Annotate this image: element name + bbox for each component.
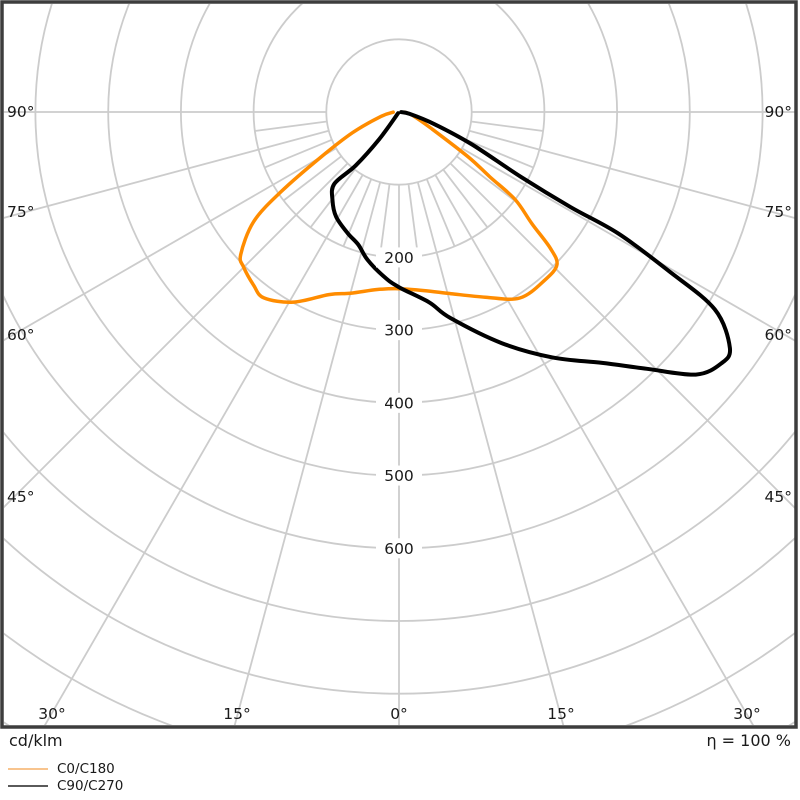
grid-ring xyxy=(4,430,795,622)
grid-spoke-minor xyxy=(470,120,544,132)
grid-spoke-minor xyxy=(283,155,342,202)
radial-tick-label: 500 xyxy=(384,467,414,485)
units-label: cd/klm xyxy=(9,731,63,750)
grid-spoke-minor xyxy=(379,183,391,257)
grid-spoke-minor xyxy=(407,183,419,257)
grid-spoke-major xyxy=(4,162,349,509)
grid-spoke-major xyxy=(4,129,330,219)
legend: C0/C180 C90/C270 xyxy=(8,760,123,794)
angle-label-right: 75° xyxy=(765,203,792,221)
legend-label-c90-c270: C90/C270 xyxy=(57,777,124,794)
efficiency-label: η = 100 % xyxy=(706,731,791,750)
curve-c90-c270 xyxy=(329,110,733,377)
legend-item-c0-c180: C0/C180 xyxy=(8,760,123,777)
grid-spoke-major xyxy=(4,147,337,342)
radial-tick-bg xyxy=(376,465,422,486)
grid-spoke-minor xyxy=(342,178,373,247)
polar-grid xyxy=(4,4,795,725)
radial-tick-bg xyxy=(376,392,422,413)
angle-label-bottom: 15° xyxy=(223,705,250,723)
radial-tick-bg xyxy=(376,320,422,341)
footer-row: cd/klm η = 100 % xyxy=(0,731,800,750)
curves xyxy=(238,110,733,377)
angle-label-left: 90° xyxy=(7,103,34,121)
radial-tick-labels: 200 300 400 500 600 xyxy=(376,247,422,559)
plot-frame xyxy=(0,0,798,729)
angle-label-bottom: 0° xyxy=(390,705,408,723)
angle-label-right: 60° xyxy=(765,326,792,344)
radial-tick-bg xyxy=(376,538,422,559)
grid-spoke-minor xyxy=(425,178,456,247)
legend-item-c90-c270: C90/C270 xyxy=(8,777,123,794)
grid-spoke-minor xyxy=(465,138,534,169)
angle-label-right: 90° xyxy=(765,103,792,121)
grid-spoke-minor xyxy=(442,169,489,228)
grid-spoke-major xyxy=(434,174,755,725)
angle-label-left: 60° xyxy=(7,326,34,344)
grid-spoke-minor xyxy=(264,138,333,169)
grid-spoke-major xyxy=(233,181,382,725)
radial-tick-label: 600 xyxy=(384,540,414,558)
radial-tick-bg xyxy=(376,247,422,268)
grid-spoke-major xyxy=(43,174,364,725)
grid-spoke-minor xyxy=(456,155,515,202)
radial-tick-label: 300 xyxy=(384,322,414,340)
legend-label-c0-c180: C0/C180 xyxy=(57,760,115,777)
grid-spoke-major xyxy=(449,162,795,510)
legend-line-c0-c180-icon xyxy=(8,767,48,770)
angle-label-bottom: 15° xyxy=(547,705,574,723)
angle-label-right: 45° xyxy=(765,488,792,506)
legend-line-c90-c270-icon xyxy=(8,784,48,787)
angle-label-left: 45° xyxy=(7,488,34,506)
angle-label-left: 75° xyxy=(7,203,34,221)
angle-label-bottom: 30° xyxy=(38,705,65,723)
radial-tick-label: 400 xyxy=(384,394,414,412)
grid-spoke-major xyxy=(468,129,795,220)
grid-spoke-minor xyxy=(254,120,328,132)
polar-chart: 200 300 400 500 600 90° 90° 75° 75° 60° 60° 45° 45° 3… xyxy=(0,0,798,729)
angle-labels: 90° 90° 75° 75° 60° 60° 45° 45° 30° 15° 0° 15° 30° xyxy=(7,103,792,723)
radial-tick-label: 200 xyxy=(384,249,414,267)
grid-ring xyxy=(4,536,795,695)
angle-label-bottom: 30° xyxy=(733,705,760,723)
grid-spoke-major xyxy=(416,181,565,725)
grid-spoke-major xyxy=(461,147,795,342)
